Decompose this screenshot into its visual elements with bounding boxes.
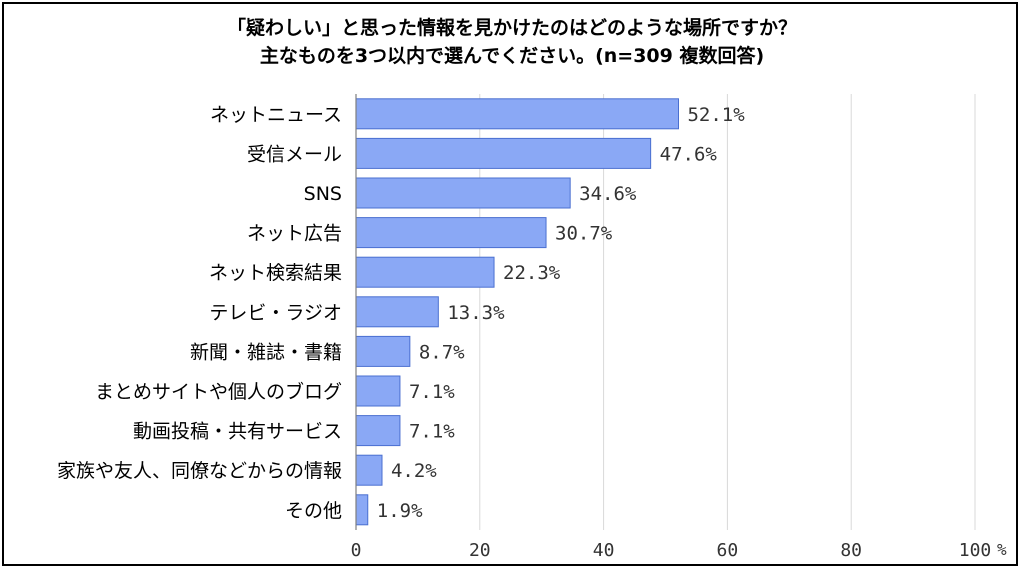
value-label-2: 34.6% [579, 183, 637, 205]
bar-8 [355, 415, 401, 447]
value-label-9: 4.2% [391, 460, 437, 482]
x-tick-label-0: 0 [351, 540, 362, 561]
category-label-1: 受信メール [247, 143, 342, 165]
x-unit-label: % [997, 540, 1007, 559]
category-label-2: SNS [304, 183, 342, 205]
category-label-8: 動画投稿・共有サービス [133, 421, 342, 443]
category-label-9: 家族や友人、同僚などからの情報 [57, 460, 342, 482]
bar-0 [355, 98, 679, 130]
chart-title-line-1: 「疑わしい」と思った情報を見かけたのはどのような場所ですか？ [226, 17, 797, 39]
category-label-0: ネットニュース [210, 104, 342, 126]
bar-3 [355, 217, 547, 249]
bar-4 [355, 256, 495, 288]
value-label-4: 22.3% [503, 262, 561, 284]
category-label-10: その他 [285, 500, 342, 522]
value-label-8: 7.1% [409, 421, 455, 443]
value-label-5: 13.3% [447, 302, 505, 324]
value-label-1: 47.6% [660, 143, 718, 165]
x-tick-label-40: 40 [593, 540, 615, 561]
x-tick-label-20: 20 [469, 540, 491, 561]
bar-7 [355, 375, 401, 407]
category-label-6: 新聞・雑誌・書籍 [190, 341, 342, 363]
value-label-0: 52.1% [687, 104, 745, 126]
x-tick-label-100: 100 [959, 540, 992, 561]
bar-6 [355, 335, 411, 367]
x-tick-label-60: 60 [717, 540, 739, 561]
category-label-5: テレビ・ラジオ [209, 302, 342, 324]
chart-title: 「疑わしい」と思った情報を見かけたのはどのような場所ですか？ 主なものを3つ以内… [0, 14, 1024, 70]
value-label-7: 7.1% [409, 381, 455, 403]
bar-5 [355, 296, 439, 328]
category-label-3: ネット広告 [247, 223, 342, 245]
value-label-3: 30.7% [555, 223, 613, 245]
value-label-6: 8.7% [419, 341, 465, 363]
category-label-7: まとめサイトや個人のブログ [95, 380, 342, 403]
bar-10 [355, 494, 369, 526]
bar-9 [355, 454, 383, 486]
value-label-10: 1.9% [377, 500, 423, 522]
x-tick-label-80: 80 [840, 540, 862, 561]
bar-1 [355, 137, 652, 169]
category-label-4: ネット検索結果 [209, 262, 342, 284]
chart-title-line-2: 主なものを3つ以内で選んでください。(n=309 複数回答) [259, 45, 765, 67]
bar-2 [355, 177, 571, 209]
